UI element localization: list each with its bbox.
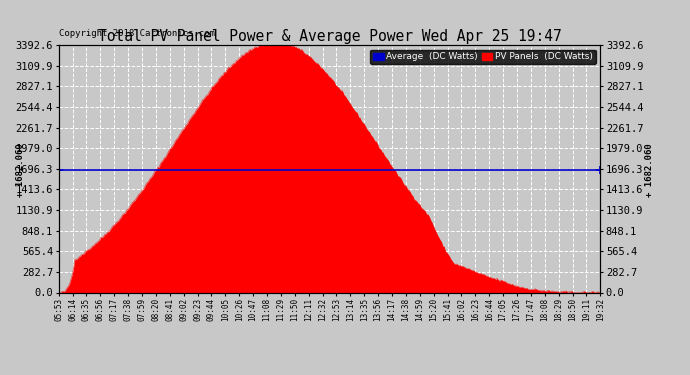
Text: + 1682.060: + 1682.060 [644, 143, 653, 196]
Text: Copyright 2018 Cartronics.com: Copyright 2018 Cartronics.com [59, 28, 215, 38]
Title: Total PV Panel Power & Average Power Wed Apr 25 19:47: Total PV Panel Power & Average Power Wed… [97, 29, 562, 44]
Text: + 1682.060: + 1682.060 [17, 143, 26, 196]
Legend: Average  (DC Watts), PV Panels  (DC Watts): Average (DC Watts), PV Panels (DC Watts) [370, 50, 595, 64]
